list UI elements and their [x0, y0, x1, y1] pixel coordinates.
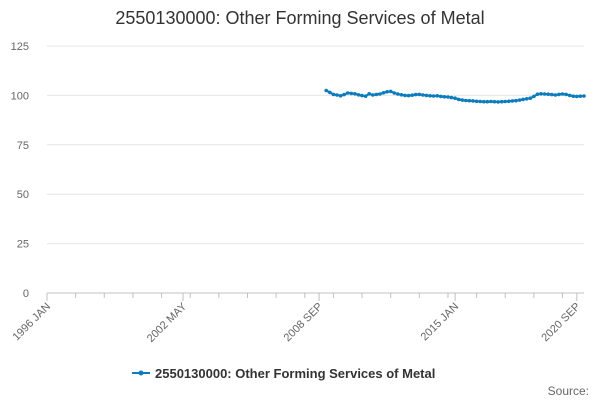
x-tick-label: 2020 SEP — [539, 301, 583, 345]
y-tick-label: 75 — [17, 140, 29, 152]
legend[interactable]: 2550130000: Other Forming Services of Me… — [132, 366, 435, 381]
legend-label: 2550130000: Other Forming Services of Me… — [155, 366, 435, 381]
legend-dot-marker — [138, 370, 144, 376]
data-point[interactable] — [542, 92, 547, 96]
data-point[interactable] — [371, 93, 375, 97]
data-point[interactable] — [431, 94, 436, 98]
data-point[interactable] — [567, 93, 572, 98]
y-tick-label: 125 — [11, 41, 29, 53]
gridlines — [47, 45, 584, 294]
data-point[interactable] — [396, 92, 400, 96]
y-axis: 0 25 50 75 100 125 — [11, 41, 29, 300]
y-tick-label: 50 — [17, 189, 29, 201]
data-point[interactable] — [331, 92, 336, 97]
data-point[interactable] — [464, 98, 468, 103]
data-point[interactable] — [485, 99, 490, 104]
data-point[interactable] — [367, 92, 372, 96]
data-point[interactable] — [374, 92, 379, 97]
data-point[interactable] — [381, 91, 386, 95]
data-point[interactable] — [385, 90, 389, 94]
data-point[interactable] — [363, 94, 368, 98]
data-point[interactable] — [324, 88, 329, 93]
data-point[interactable] — [392, 91, 397, 95]
data-point[interactable] — [582, 94, 586, 98]
data-point[interactable] — [467, 98, 472, 103]
data-point[interactable] — [503, 99, 508, 104]
data-point[interactable] — [417, 92, 422, 97]
data-point[interactable] — [478, 99, 483, 104]
x-tick-label: 2002 MAY — [145, 300, 190, 345]
data-point[interactable] — [421, 93, 425, 97]
data-point[interactable] — [460, 98, 465, 102]
data-point[interactable] — [492, 99, 497, 104]
data-point[interactable] — [449, 95, 454, 100]
x-axis: 1996 JAN 2002 MAY 2008 SEP 2015 JAN 2020 SEP — [10, 293, 583, 345]
data-point[interactable] — [439, 94, 443, 99]
x-tick-label: 2008 SEP — [282, 301, 326, 345]
data-point[interactable] — [528, 96, 533, 100]
data-point[interactable] — [446, 95, 450, 99]
data-point[interactable] — [345, 91, 350, 95]
data-point[interactable] — [403, 93, 407, 98]
data-point[interactable] — [557, 92, 561, 97]
data-point[interactable] — [546, 92, 550, 96]
data-point[interactable] — [453, 96, 457, 100]
credits-source[interactable]: Source: — [548, 384, 589, 398]
data-point[interactable] — [406, 93, 411, 98]
data-point[interactable] — [496, 100, 500, 104]
x-tick-label: 1996 JAN — [10, 301, 53, 344]
data-point[interactable] — [521, 97, 525, 102]
data-point[interactable] — [578, 94, 583, 98]
data-point[interactable] — [571, 94, 576, 98]
data-point[interactable] — [499, 99, 504, 104]
data-point[interactable] — [428, 94, 432, 98]
data-point[interactable] — [524, 97, 529, 101]
data-point[interactable] — [560, 92, 565, 96]
data-point[interactable] — [507, 99, 511, 104]
data-point[interactable] — [474, 99, 479, 104]
data-point[interactable] — [378, 92, 382, 96]
data-point[interactable] — [328, 90, 332, 95]
data-point[interactable] — [349, 91, 354, 96]
data-point[interactable] — [342, 92, 346, 97]
data-point[interactable] — [360, 93, 364, 98]
data-point[interactable] — [489, 99, 493, 104]
data-point[interactable] — [575, 94, 579, 99]
data-point[interactable] — [335, 93, 339, 97]
data-point[interactable] — [399, 93, 404, 97]
data-point[interactable] — [553, 93, 558, 97]
data-point[interactable] — [413, 92, 418, 97]
y-tick-label: 25 — [17, 239, 29, 251]
data-point[interactable] — [539, 92, 543, 96]
chart-title: 2550130000: Other Forming Services of Me… — [115, 8, 484, 28]
data-point[interactable] — [514, 98, 518, 103]
data-point[interactable] — [353, 92, 357, 96]
y-tick-label: 0 — [23, 288, 29, 300]
data-point[interactable] — [424, 93, 429, 98]
data-point[interactable] — [456, 97, 461, 102]
data-point[interactable] — [388, 89, 393, 94]
data-point[interactable] — [435, 94, 440, 98]
data-point[interactable] — [471, 99, 475, 103]
x-tick-label: 2015 JAN — [419, 301, 462, 344]
data-point[interactable] — [482, 99, 486, 104]
data-point[interactable] — [410, 93, 415, 97]
y-tick-label: 100 — [11, 90, 29, 102]
data-point[interactable] — [517, 98, 522, 102]
data-point[interactable] — [550, 92, 554, 97]
data-point[interactable] — [564, 92, 568, 97]
data-point[interactable] — [532, 94, 536, 99]
series-group — [324, 88, 586, 104]
data-point[interactable] — [338, 94, 343, 98]
data-point[interactable] — [535, 92, 540, 96]
data-point[interactable] — [510, 99, 515, 103]
data-point[interactable] — [356, 93, 361, 97]
data-point[interactable] — [442, 95, 447, 99]
